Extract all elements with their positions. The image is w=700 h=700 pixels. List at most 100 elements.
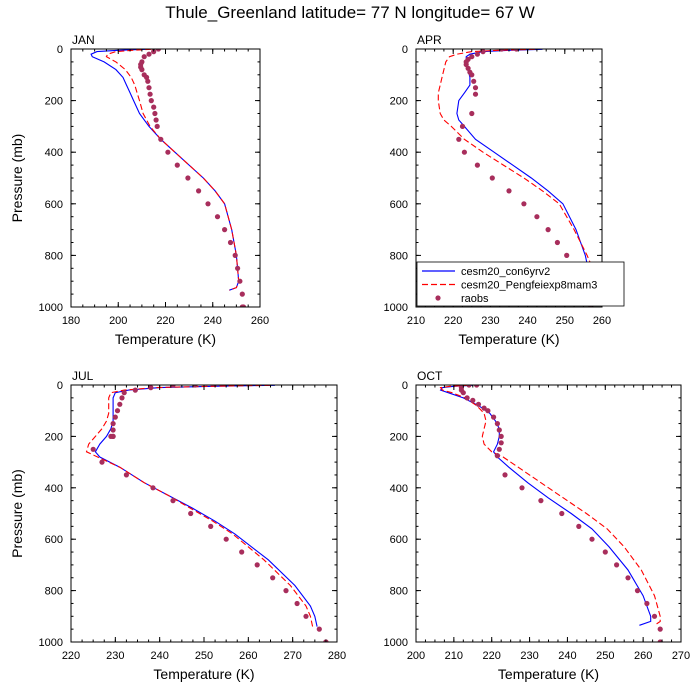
series-raobs [458, 385, 663, 642]
x-axis-label: Temperature (K) [115, 331, 216, 347]
y-tick-label: 0 [402, 44, 408, 56]
y-tick-label: 600 [390, 199, 408, 211]
y-tick-label: 200 [390, 96, 408, 108]
figure-title: Thule_Greenland latitude= 77 N longitude… [165, 3, 535, 22]
y-tick-label: 400 [45, 483, 63, 495]
raobs-point [461, 149, 467, 155]
x-tick-label: 210 [407, 315, 425, 327]
raobs-point [485, 408, 491, 414]
panel-label: JAN [72, 33, 95, 47]
y-tick-label: 800 [390, 586, 408, 598]
y-tick-label: 600 [45, 534, 63, 546]
plot-frame [70, 48, 261, 308]
raobs-point [165, 149, 171, 155]
raobs-point [158, 136, 164, 142]
series-line-pengfeiexp8mam3 [437, 49, 599, 291]
y-axis-label: Pressure (mb) [9, 469, 25, 558]
raobs-point [545, 227, 551, 233]
raobs-point [456, 136, 462, 142]
raobs-point [170, 385, 176, 388]
raobs-point [117, 401, 123, 407]
series-raobs [138, 49, 247, 307]
x-tick-label: 180 [62, 315, 80, 327]
raobs-point [469, 54, 475, 60]
raobs-point [474, 51, 480, 57]
panel-label: JUL [72, 369, 94, 383]
raobs-point [602, 549, 608, 555]
raobs-point [657, 626, 663, 632]
y-tick-label: 600 [390, 534, 408, 546]
x-axis-label: Temperature (K) [498, 666, 599, 682]
x-tick-label: 260 [251, 315, 269, 327]
raobs-point [223, 536, 229, 542]
raobs-point [614, 562, 620, 568]
x-tick-label: 240 [518, 315, 536, 327]
y-tick-label: 200 [45, 96, 63, 108]
raobs-point [564, 252, 570, 258]
raobs-point [657, 639, 663, 642]
series-line-pengfeiexp8mam3 [439, 385, 661, 626]
series-line-con6yrv2 [94, 385, 318, 627]
raobs-point [316, 626, 322, 632]
x-tick-label: 220 [156, 315, 174, 327]
panel-jan: 180 200 220 240 260 0 200 400 600 800 1000 JAN Tempe… [9, 33, 269, 347]
series-raobs [90, 385, 329, 642]
raobs-point [151, 49, 157, 55]
raobs-point [480, 49, 486, 55]
raobs-point [112, 414, 118, 420]
raobs-point [472, 91, 479, 97]
raobs-point [469, 110, 475, 117]
x-tick-label: 230 [481, 315, 499, 327]
raobs-point [459, 123, 466, 129]
raobs-point [644, 600, 650, 607]
raobs-point [469, 72, 475, 78]
legend-label: cesm20_con6yrv2 [461, 266, 550, 278]
raobs-point [153, 117, 159, 123]
raobs-point [121, 390, 127, 396]
raobs-point [496, 427, 502, 433]
x-tick-label: 210 [445, 650, 463, 662]
x-tick-label: 220 [483, 650, 501, 662]
y-tick-label: 600 [45, 199, 63, 211]
raobs-point [506, 188, 512, 194]
raobs-point [152, 110, 158, 117]
series-raobs [456, 49, 594, 307]
raobs-point [494, 453, 500, 459]
x-tick-label: 240 [150, 650, 168, 662]
raobs-point [294, 600, 300, 607]
raobs-point [208, 523, 214, 530]
raobs-point [498, 433, 504, 439]
y-tick-label: 400 [390, 483, 408, 495]
raobs-point [170, 498, 176, 504]
x-tick-label: 250 [195, 650, 213, 662]
raobs-point [491, 414, 497, 420]
raobs-point [141, 54, 147, 60]
series-line-pengfeiexp8mam3 [85, 385, 314, 627]
y-tick-label: 1000 [384, 302, 408, 314]
raobs-point [239, 304, 245, 307]
y-tick-label: 0 [402, 380, 408, 392]
x-tick-label: 260 [634, 650, 652, 662]
panel-label: APR [417, 33, 442, 47]
raobs-point [146, 51, 152, 57]
x-tick-label: 220 [444, 315, 462, 327]
raobs-point [110, 421, 116, 427]
raobs-point [188, 510, 194, 517]
series-line-con6yrv2 [90, 49, 240, 291]
raobs-point [538, 498, 544, 504]
panel-label: OCT [417, 369, 443, 383]
raobs-point [534, 214, 540, 220]
x-tick-label: 230 [106, 650, 124, 662]
raobs-point [237, 278, 243, 284]
raobs-point [139, 67, 145, 73]
raobs-point [150, 485, 156, 491]
raobs-point [489, 175, 495, 181]
raobs-point [110, 427, 116, 433]
x-tick-label: 200 [109, 315, 127, 327]
panel-oct: 200 210 220 230 240 250 260 270 0 200 400 600 800 100… [384, 369, 691, 682]
legend-marker [435, 295, 441, 301]
raobs-point [474, 162, 480, 168]
plot-frame [415, 384, 682, 643]
raobs-point [222, 227, 228, 233]
